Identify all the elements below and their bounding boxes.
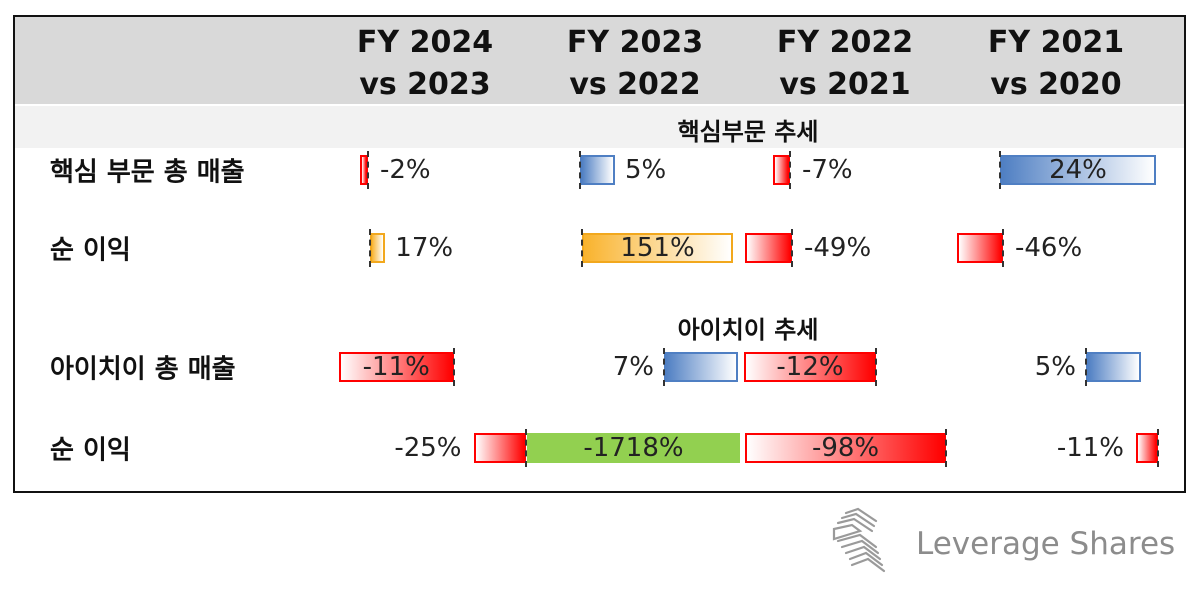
zero-axis-marker bbox=[875, 348, 877, 386]
data-label: 7% bbox=[612, 352, 654, 382]
data-label: -49% bbox=[804, 233, 872, 263]
data-label: 17% bbox=[395, 233, 454, 263]
data-label: 24% bbox=[1049, 155, 1107, 185]
data-label: -12% bbox=[776, 352, 844, 382]
row-label: 순 이익 bbox=[50, 235, 131, 266]
data-bar bbox=[1136, 433, 1158, 463]
data-bar bbox=[1086, 352, 1141, 382]
row-label: 핵심 부문 총 매출 bbox=[50, 157, 245, 188]
data-bar bbox=[338, 352, 454, 382]
brand-name: Leverage Shares bbox=[916, 526, 1176, 562]
leverage-shares-logo-icon bbox=[832, 507, 886, 573]
section-band bbox=[15, 106, 1184, 148]
data-label: -25% bbox=[394, 433, 462, 463]
data-bar bbox=[745, 433, 946, 463]
column-header-line2: vs 2022 bbox=[569, 67, 701, 102]
column-header-line2: vs 2023 bbox=[359, 67, 491, 102]
data-label: 5% bbox=[625, 155, 667, 185]
zero-axis-marker bbox=[579, 151, 581, 189]
zero-axis-marker bbox=[789, 151, 791, 189]
column-header-fy2023: FY 2023 vs 2022 bbox=[520, 22, 750, 106]
zero-axis-marker bbox=[791, 229, 793, 267]
column-header-line1: FY 2024 bbox=[356, 25, 494, 60]
zero-axis-marker bbox=[1157, 429, 1159, 467]
section-title-core: 핵심부문 추세 bbox=[677, 118, 819, 146]
zero-axis-marker bbox=[945, 429, 947, 467]
column-header-fy2022: FY 2022 vs 2021 bbox=[730, 22, 960, 106]
column-header-line2: vs 2020 bbox=[990, 67, 1122, 102]
data-bar bbox=[582, 233, 733, 263]
zero-axis-marker bbox=[1002, 229, 1004, 267]
zero-axis-marker bbox=[581, 229, 583, 267]
zero-axis-marker bbox=[367, 151, 369, 189]
data-bar bbox=[580, 155, 615, 185]
column-header-line1: FY 2021 bbox=[987, 25, 1125, 60]
data-label: -2% bbox=[380, 155, 431, 185]
data-label: -46% bbox=[1015, 233, 1083, 263]
zero-axis-marker bbox=[1085, 348, 1087, 386]
zero-axis-marker bbox=[663, 348, 665, 386]
data-bar bbox=[664, 352, 738, 382]
row-label: 순 이익 bbox=[50, 435, 131, 466]
data-label: -11% bbox=[362, 352, 430, 382]
row-label: 아이치이 총 매출 bbox=[50, 354, 236, 385]
data-label: 5% bbox=[1034, 352, 1076, 382]
data-bar bbox=[370, 233, 386, 263]
zero-axis-marker bbox=[525, 429, 527, 467]
column-header-fy2021: FY 2021 vs 2020 bbox=[941, 22, 1171, 106]
data-bar bbox=[957, 233, 1003, 263]
data-bar bbox=[1000, 155, 1156, 185]
data-label: 151% bbox=[620, 233, 695, 263]
column-header-line1: FY 2022 bbox=[776, 25, 914, 60]
data-label: -98% bbox=[811, 433, 880, 463]
data-bar bbox=[744, 352, 876, 382]
data-label: -11% bbox=[1056, 433, 1124, 463]
column-header-line1: FY 2023 bbox=[566, 25, 704, 60]
column-header-fy2024: FY 2024 vs 2023 bbox=[310, 22, 540, 106]
data-label: -1718% bbox=[583, 433, 684, 463]
column-header-line2: vs 2021 bbox=[779, 67, 911, 102]
data-bar bbox=[745, 233, 792, 263]
data-label: -7% bbox=[802, 155, 853, 185]
data-bar bbox=[526, 433, 740, 463]
data-bar bbox=[772, 155, 790, 185]
zero-axis-marker bbox=[999, 151, 1001, 189]
zero-axis-marker bbox=[453, 348, 455, 386]
zero-axis-marker bbox=[369, 229, 371, 267]
data-bar bbox=[473, 433, 526, 463]
header-band bbox=[15, 17, 1184, 104]
section-title-iqiyi: 아이치이 추세 bbox=[677, 316, 819, 344]
